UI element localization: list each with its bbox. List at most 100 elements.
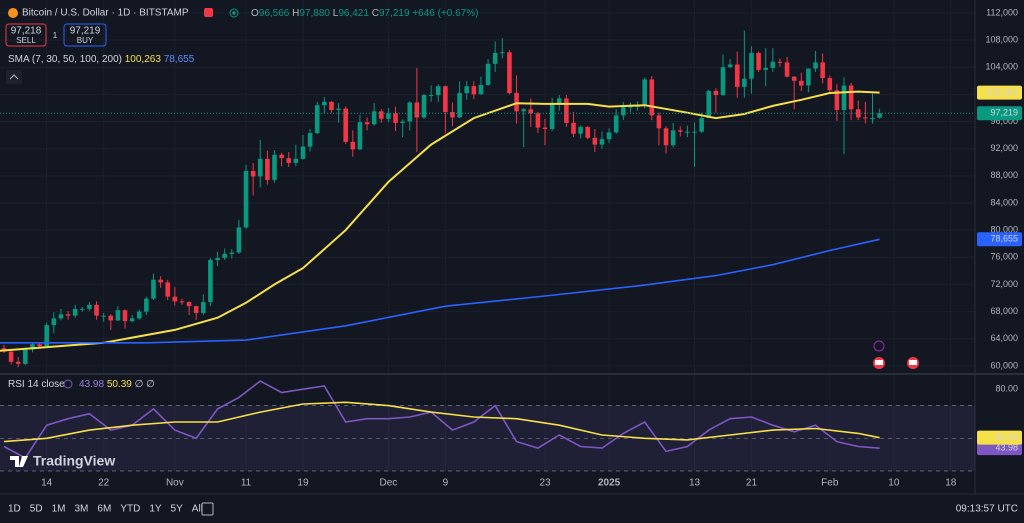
candle-body: [8, 351, 14, 362]
buy-label: BUY: [77, 36, 94, 45]
candle-body: [407, 102, 413, 122]
candle-body: [699, 118, 704, 132]
candle-body: [94, 304, 99, 316]
candle-body: [293, 158, 299, 163]
event-icon[interactable]: [873, 340, 885, 352]
candle-body: [108, 315, 114, 321]
range-button[interactable]: 1M: [52, 504, 66, 515]
y-tick-label: 68,000: [990, 306, 1018, 316]
range-button[interactable]: 1Y: [149, 504, 162, 515]
indicator-line: [0, 90, 880, 352]
candle-body: [514, 93, 519, 112]
candle-body: [229, 252, 235, 254]
price-badge: [977, 232, 1022, 247]
range-button[interactable]: 3M: [75, 504, 89, 515]
rsi-value: 43.98: [79, 379, 104, 390]
candle-body: [478, 84, 484, 95]
y-tick-label: 112,000: [986, 7, 1018, 17]
x-tick-label: 11: [241, 478, 252, 489]
date-range-icon[interactable]: [201, 502, 214, 516]
x-tick-label: 10: [888, 478, 900, 489]
range-button[interactable]: 1D: [8, 504, 21, 515]
candle-body: [443, 86, 448, 113]
candle-body: [201, 302, 206, 313]
candle-body: [165, 282, 171, 297]
x-tick-label: 2025: [598, 478, 621, 489]
candle-body: [621, 107, 626, 116]
candle-body: [72, 308, 78, 316]
candle-body: [521, 109, 526, 112]
candle-body: [322, 101, 327, 106]
sma-legend[interactable]: SMA (7, 30, 50, 100, 200) 100,263 78,655: [8, 54, 195, 65]
candle-body: [670, 130, 676, 146]
candle-body: [428, 95, 434, 97]
candle-body: [535, 113, 541, 128]
clock[interactable]: 09:13:57 UTC: [956, 504, 1018, 515]
collapse-button[interactable]: [6, 70, 22, 84]
sell-label: SELL: [16, 36, 36, 45]
candle-body: [208, 259, 213, 303]
y-tick-label: 84,000: [990, 197, 1018, 207]
candle-body: [820, 62, 825, 79]
candle-body: [51, 318, 57, 326]
range-button[interactable]: 5Y: [171, 504, 184, 515]
indicator-line: [3, 380, 880, 459]
candle-body: [272, 154, 277, 180]
brand-logo: [10, 456, 28, 467]
alert-icon[interactable]: [204, 8, 213, 17]
candle-body: [549, 103, 555, 129]
candle-body: [571, 122, 576, 134]
candle-body: [300, 146, 306, 159]
y-tick-label: 60,000: [990, 360, 1018, 370]
price-badge: [977, 106, 1022, 121]
y-tick-label: 108,000: [985, 34, 1018, 44]
candle-body: [172, 296, 178, 302]
candle-body: [371, 111, 377, 125]
marks: [0, 30, 975, 472]
candle-body: [756, 52, 761, 70]
candle-body: [720, 67, 726, 96]
candle-body: [542, 127, 548, 129]
sell-price: 97,218: [11, 26, 42, 37]
candle-body: [827, 78, 833, 91]
candle-body: [243, 171, 249, 228]
candle-body: [400, 121, 405, 123]
range-button[interactable]: 5D: [30, 504, 43, 515]
ohlc-value: 97,219: [379, 8, 410, 19]
rsi-icon: [63, 379, 73, 389]
candle-body: [628, 106, 633, 108]
x-tick-label: 19: [297, 478, 309, 489]
rsi-legend[interactable]: RSI 14 close: [8, 379, 65, 390]
candle-body: [186, 302, 192, 307]
candle-body: [500, 52, 505, 54]
candle-body: [136, 311, 142, 319]
buy-button[interactable]: [63, 23, 107, 47]
candle-body: [87, 304, 92, 309]
sma-value: 78,655: [164, 54, 195, 65]
candle-body: [677, 130, 683, 132]
candle-body: [806, 68, 811, 86]
range-button[interactable]: 6M: [97, 504, 111, 515]
range-button[interactable]: YTD: [120, 504, 140, 515]
candle-body: [101, 315, 106, 317]
event-flag-inner: [875, 360, 883, 365]
candle-body: [841, 85, 847, 110]
candle-body: [329, 101, 334, 110]
candle-body: [158, 279, 163, 283]
candle-body: [421, 95, 427, 118]
candle-body: [65, 314, 71, 316]
candle-body: [727, 64, 733, 68]
candle-body: [692, 131, 697, 133]
symbol-title[interactable]: Bitcoin / U.S. Dollar · 1D · BITSTAMP: [22, 8, 189, 19]
y-tick-label: 72,000: [990, 279, 1018, 289]
candle-body: [257, 158, 263, 177]
candle-body: [386, 113, 391, 119]
sell-button[interactable]: [5, 23, 47, 47]
range-button[interactable]: All: [192, 504, 203, 515]
candle-body: [129, 318, 135, 322]
candle-body: [578, 126, 583, 134]
market-status: [229, 8, 239, 18]
ohlc-value: 96,421: [338, 8, 369, 19]
x-tick-label: Dec: [380, 478, 398, 489]
